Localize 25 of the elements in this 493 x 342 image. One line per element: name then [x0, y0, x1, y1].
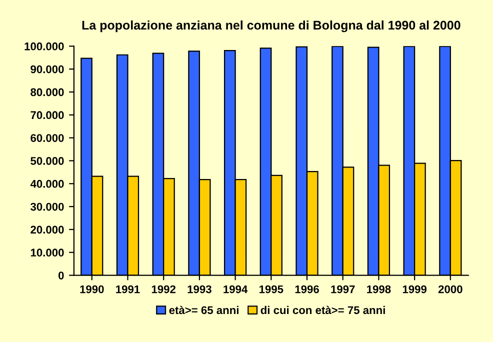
y-tick-label: 60.000: [30, 134, 64, 142]
y-tick-label: 20.000: [30, 226, 64, 234]
y-tick-label: 70.000: [30, 111, 64, 120]
y-tick-label: 50.000: [30, 157, 64, 165]
x-tick-label: 1992: [152, 285, 176, 294]
x-tick-label: 2000: [438, 285, 462, 294]
y-tick-label: 0: [58, 272, 64, 280]
x-tick-label: 1991: [116, 285, 140, 294]
x-tick-label: 1998: [367, 285, 391, 294]
y-tick-label: 100.000: [24, 42, 64, 50]
x-tick-label: 1993: [188, 285, 212, 294]
y-tick-label: 10.000: [30, 248, 64, 257]
y-tick-label: 40.000: [30, 180, 64, 188]
y-tick-label: 90.000: [30, 65, 64, 74]
x-tick-label: 1999: [402, 285, 427, 294]
chart-title: La popolazione anziana nel comune di Bologna dal 1990 al 2000: [82, 20, 460, 32]
x-tick-label: 1995: [259, 285, 284, 294]
x-tick-label: 1994: [224, 285, 248, 294]
x-tick-label: 1996: [295, 285, 319, 294]
y-tick-label: 80.000: [30, 88, 64, 96]
legend-label: età>= 65 anni: [169, 306, 238, 314]
y-tick-label: 30.000: [30, 202, 64, 211]
legend-label: di cui con età>= 75 anni: [260, 306, 385, 314]
x-tick-label: 1990: [80, 285, 104, 294]
x-tick-label: 1997: [331, 285, 355, 294]
